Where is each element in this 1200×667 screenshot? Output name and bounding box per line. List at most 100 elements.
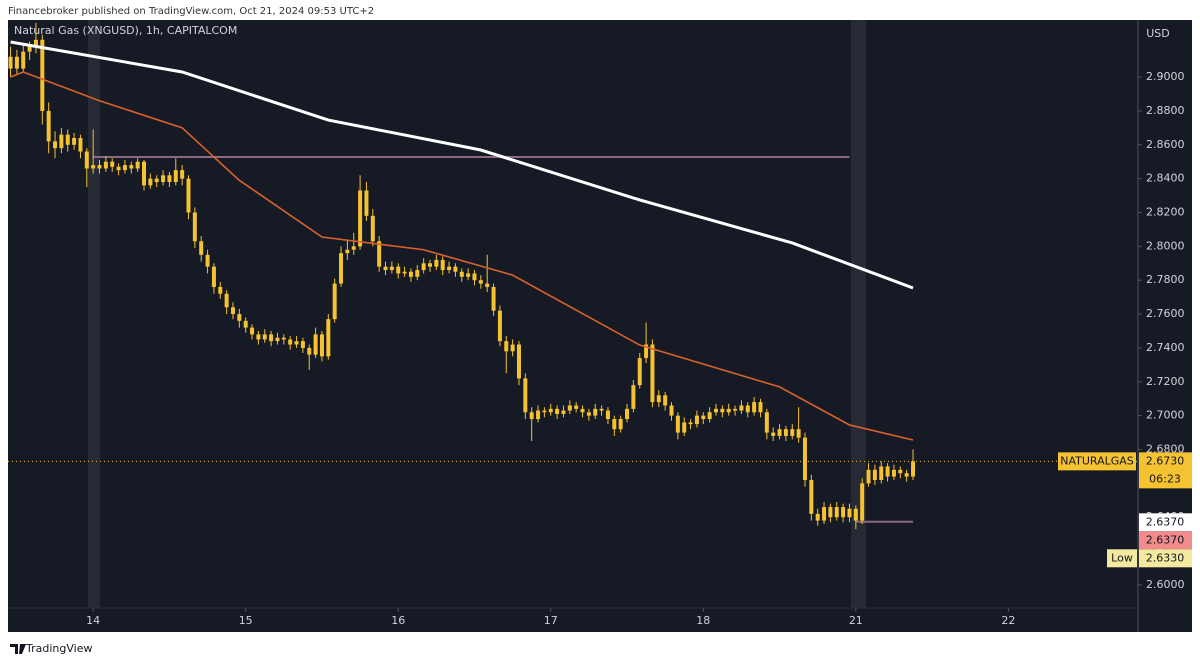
candle-body (21, 51, 26, 69)
candle-body (644, 344, 649, 359)
candle-body (72, 137, 77, 145)
candle-body (440, 259, 445, 271)
candle-body (269, 334, 274, 342)
candle-body (313, 334, 318, 355)
price-tag-bg (1139, 549, 1192, 568)
price-tag: 2.6730 (1146, 454, 1185, 467)
candle-body (294, 341, 299, 345)
candle-body (605, 410, 610, 420)
y-tick-label: 2.8400 (1146, 172, 1185, 185)
candle-body (459, 271, 464, 277)
countdown: 06:23 (1149, 472, 1181, 485)
candle-body (351, 246, 356, 250)
candle-body (580, 408, 585, 413)
candle-body (777, 429, 782, 436)
candle-body (14, 56, 19, 69)
candle-body (898, 469, 903, 474)
candle-body (656, 395, 661, 403)
candle-body (230, 307, 235, 315)
candle-body (561, 410, 566, 414)
candle-body (618, 419, 623, 430)
candle-body (250, 327, 255, 335)
y-tick-label: 2.7200 (1146, 375, 1185, 388)
candle-body (682, 422, 687, 433)
session-band (88, 20, 100, 608)
candle-body (796, 429, 801, 438)
candle-body (739, 405, 744, 411)
y-tick-label: 2.7600 (1146, 307, 1185, 320)
candle-body (860, 483, 865, 521)
price-tag-bg (1139, 513, 1192, 532)
candle-body (154, 178, 159, 183)
candle-body (262, 334, 267, 340)
symbol-tag: NATURALGAS (1060, 454, 1134, 467)
candle-body (339, 253, 344, 284)
y-tick-label: 2.7800 (1146, 273, 1185, 286)
candle-body (237, 314, 242, 321)
candle-body (637, 358, 642, 386)
candle-body (358, 190, 363, 247)
candle-body (478, 280, 483, 284)
candle-body (625, 408, 630, 420)
candle-body (764, 412, 769, 433)
candle-body (536, 410, 541, 420)
candle-body (345, 249, 350, 254)
price-tag-bg (1139, 452, 1192, 489)
candle-body (142, 161, 147, 186)
candle-body (364, 190, 369, 216)
candle-body (370, 215, 375, 242)
candle-body (847, 508, 852, 518)
candle-body (879, 466, 884, 480)
candle-body (8, 56, 13, 69)
candle-body (504, 341, 509, 352)
candle-body (472, 273, 477, 281)
candle-body (84, 151, 89, 169)
candle-body (675, 415, 680, 433)
price-tag-name: Low (1111, 551, 1133, 564)
candle-body (631, 385, 636, 409)
candle-body (122, 165, 127, 171)
candle-body (720, 408, 725, 413)
candle-body (319, 334, 324, 357)
candle-body (103, 161, 108, 169)
candle-body (33, 39, 38, 47)
y-tick-label: 2.8000 (1146, 239, 1185, 252)
x-tick-label: 21 (849, 614, 863, 627)
candle-body (307, 347, 312, 355)
candle-body (815, 513, 820, 521)
candle-body (27, 46, 32, 52)
candle-body (841, 507, 846, 518)
candle-body (402, 271, 407, 274)
candle-body (529, 412, 534, 420)
candle-body (326, 319, 331, 357)
price-tag: 2.6370 (1146, 533, 1185, 546)
symbol-title: Natural Gas (XNGUSD), 1h, CAPITALCOM (14, 24, 237, 37)
candle-body (53, 141, 58, 149)
candle-body (256, 334, 261, 340)
x-tick-label: 17 (544, 614, 558, 627)
candle-body (453, 266, 458, 272)
price-tag: 2.6370 (1146, 515, 1185, 528)
candle-body (161, 175, 166, 183)
candle-body (491, 286, 496, 311)
candle-body (110, 161, 115, 167)
y-tick-label: 2.7000 (1146, 409, 1185, 422)
candle-body (548, 408, 553, 413)
candle-body (180, 170, 185, 179)
candle-body (173, 170, 178, 183)
currency-label: USD (1146, 27, 1170, 40)
session-band (851, 20, 866, 608)
x-tick-label: 15 (239, 614, 253, 627)
candle-body (701, 415, 706, 420)
y-tick-label: 2.6000 (1146, 578, 1185, 591)
candle-body (694, 415, 699, 425)
candle-body (59, 134, 64, 149)
candle-body (612, 419, 617, 430)
candle-body (510, 344, 515, 352)
candle-body (758, 402, 763, 413)
footer-logo: TradingView (10, 642, 92, 655)
candle-body (904, 473, 909, 477)
y-tick-label: 2.8600 (1146, 138, 1185, 151)
candle-body (790, 429, 795, 436)
